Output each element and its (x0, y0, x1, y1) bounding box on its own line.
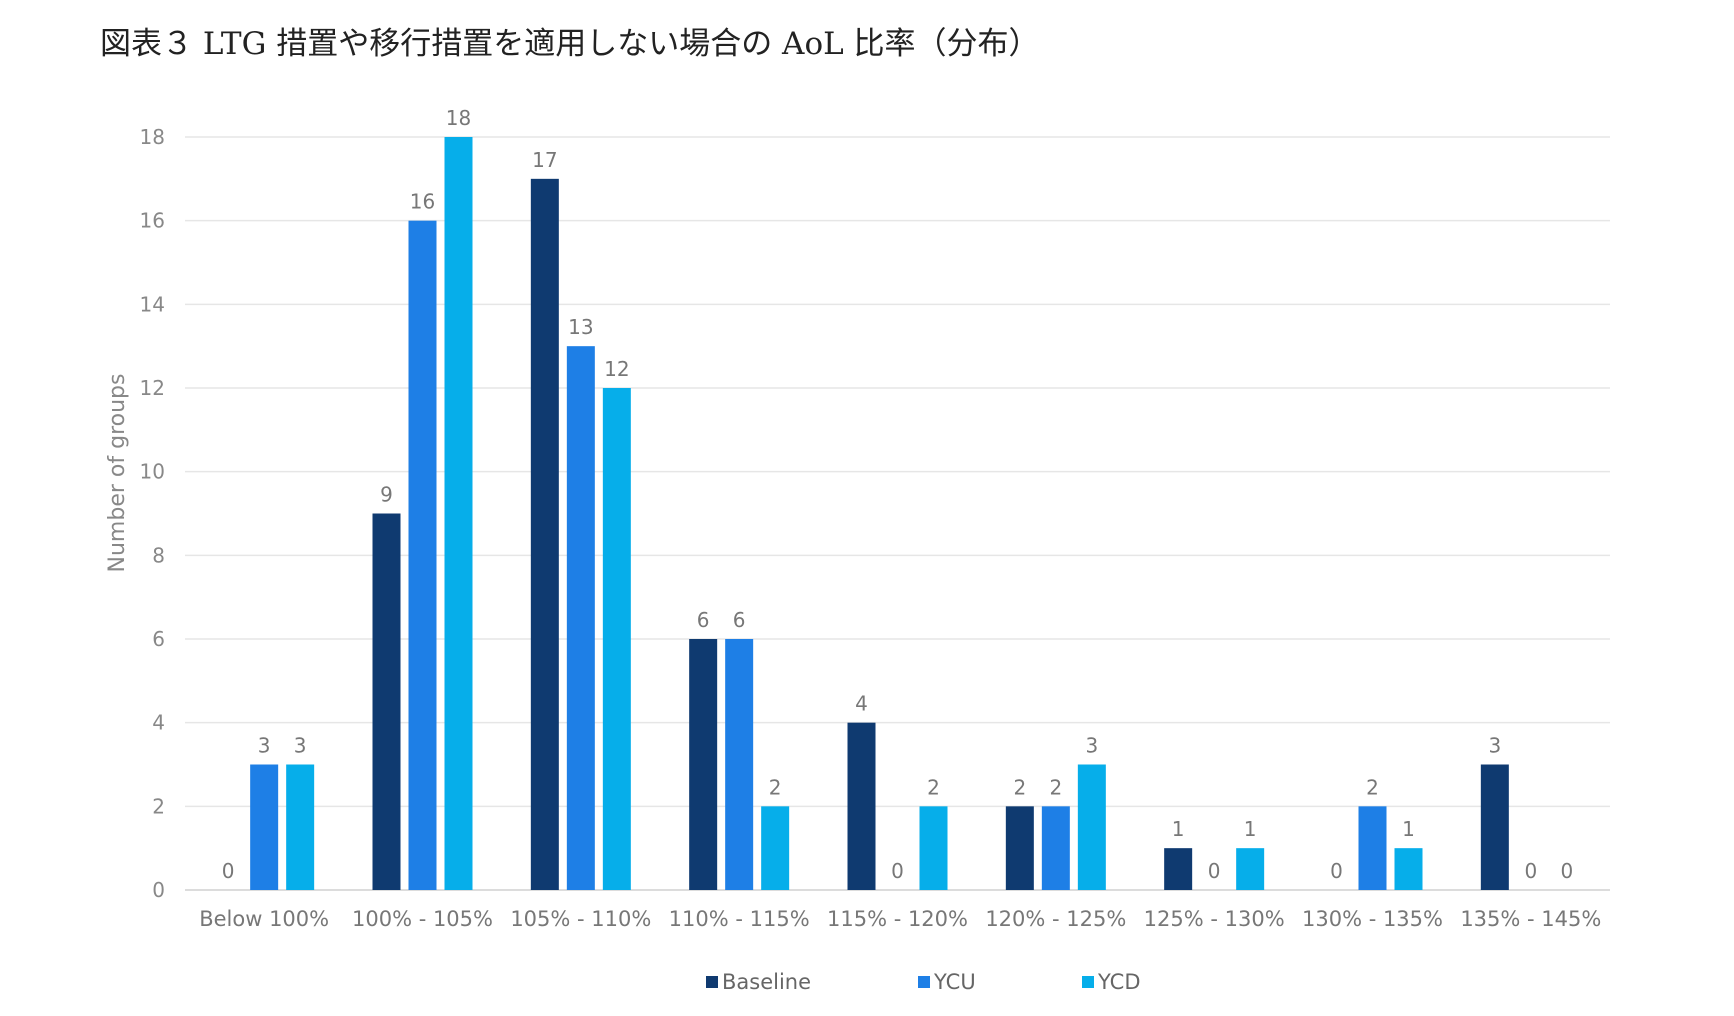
bar (1005, 806, 1034, 890)
data-label: 18 (446, 106, 471, 130)
bar (1358, 806, 1387, 890)
x-category-label: 105% - 110% (510, 907, 651, 931)
y-axis-title: Number of groups (105, 374, 130, 573)
legend-label: YCD (1097, 970, 1141, 994)
data-label: 3 (294, 734, 307, 758)
data-label: 1 (1244, 817, 1257, 841)
y-tick-label: 16 (140, 209, 165, 233)
data-label: 4 (855, 692, 868, 716)
data-label: 2 (1013, 775, 1026, 799)
y-tick-label: 8 (152, 543, 165, 567)
data-label: 3 (1488, 734, 1501, 758)
data-label: 3 (1085, 734, 1098, 758)
x-category-label: 135% - 145% (1460, 907, 1601, 931)
y-tick-label: 4 (152, 711, 165, 735)
x-category-label: Below 100% (199, 907, 329, 931)
x-category-label: 120% - 125% (985, 907, 1126, 931)
bar (1480, 764, 1509, 890)
x-axis-categories: Below 100% 100% - 105% 105% - 110% 110% - 1… (199, 907, 1601, 931)
data-label: 0 (222, 859, 235, 883)
data-label: 2 (769, 775, 782, 799)
bar (847, 722, 876, 890)
data-label: 2 (927, 775, 940, 799)
y-tick-label: 0 (152, 878, 165, 902)
y-axis-ticks: 0 2 4 6 8 10 12 14 16 18 (140, 125, 165, 902)
data-label: 6 (697, 608, 710, 632)
data-label: 0 (1330, 859, 1343, 883)
bar (1236, 848, 1265, 890)
bar (725, 639, 754, 890)
data-label: 13 (568, 315, 593, 339)
data-label: 12 (604, 357, 629, 381)
bar (689, 639, 718, 890)
bar (566, 346, 595, 891)
x-category-label: 115% - 120% (827, 907, 968, 931)
x-category-label: 100% - 105% (352, 907, 493, 931)
legend-swatch (1082, 976, 1094, 988)
legend-swatch (706, 976, 718, 988)
data-label: 0 (891, 859, 904, 883)
bar (408, 220, 437, 890)
x-category-label: 130% - 135% (1302, 907, 1443, 931)
y-tick-label: 10 (140, 460, 165, 484)
data-label: 16 (410, 190, 435, 214)
bar (286, 764, 315, 890)
y-tick-label: 18 (140, 125, 165, 149)
legend-swatch (918, 976, 930, 988)
data-label: 1 (1402, 817, 1415, 841)
bar (1077, 764, 1106, 890)
y-tick-label: 12 (140, 376, 165, 400)
data-label: 0 (1524, 859, 1537, 883)
bar (919, 806, 948, 890)
data-label: 3 (258, 734, 271, 758)
data-label: 2 (1049, 775, 1062, 799)
y-tick-label: 6 (152, 627, 165, 651)
bars (250, 137, 1509, 891)
legend-label: YCU (933, 970, 976, 994)
page-title: 図表３ LTG 措置や移行措置を適用しない場合の AoL 比率（分布） (100, 26, 1040, 62)
legend: Baseline YCU YCD (706, 970, 1141, 994)
bar (530, 178, 559, 891)
bar (372, 513, 401, 890)
y-tick-label: 2 (152, 794, 165, 818)
data-label: 6 (733, 608, 746, 632)
data-label: 0 (1208, 859, 1221, 883)
data-label: 0 (1560, 859, 1573, 883)
bar (602, 388, 631, 890)
data-label: 2 (1366, 775, 1379, 799)
data-label: 1 (1172, 817, 1185, 841)
bar (1041, 806, 1070, 890)
bar (761, 806, 790, 890)
y-tick-label: 14 (140, 292, 165, 316)
bar (250, 764, 279, 890)
data-label: 17 (532, 148, 557, 172)
legend-label: Baseline (722, 970, 811, 994)
x-category-label: 110% - 115% (669, 907, 810, 931)
bar (444, 137, 473, 890)
bar (1394, 848, 1423, 890)
bar (1164, 848, 1193, 890)
data-label: 9 (380, 483, 393, 507)
x-category-label: 125% - 130% (1144, 907, 1285, 931)
